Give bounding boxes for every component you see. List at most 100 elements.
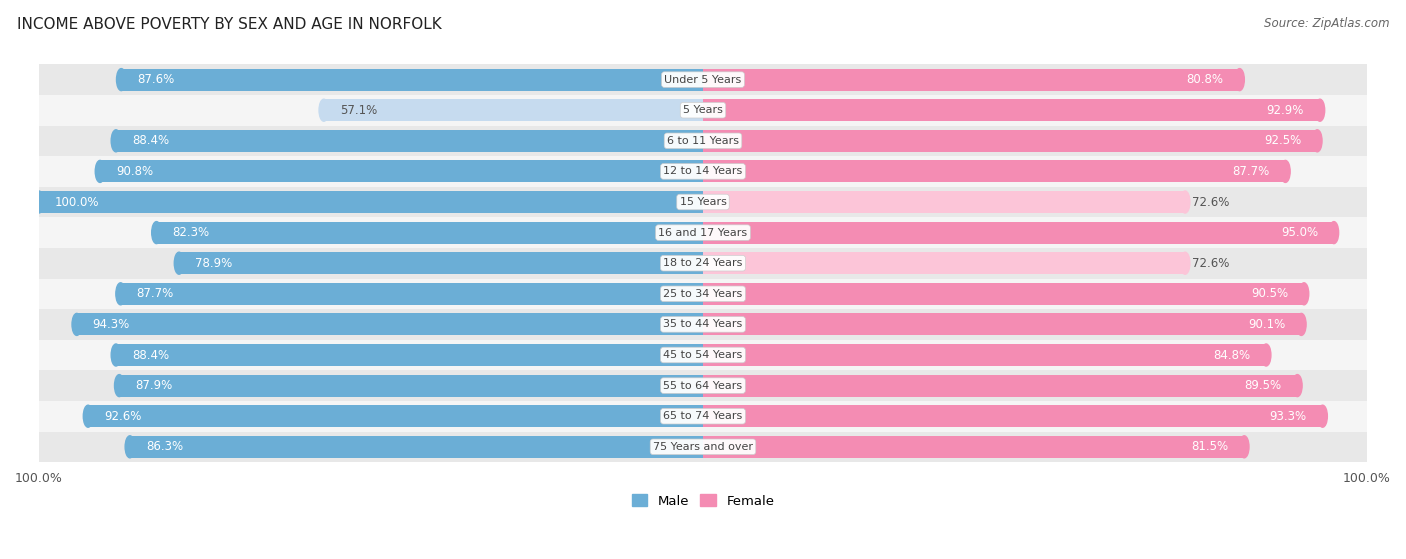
Text: 87.7%: 87.7% [1232, 165, 1270, 178]
Circle shape [111, 344, 121, 366]
Bar [179, 252, 703, 274]
Bar [39, 64, 1367, 95]
Text: 88.4%: 88.4% [132, 134, 169, 148]
Bar [703, 99, 1320, 121]
Text: 87.7%: 87.7% [136, 287, 174, 300]
Bar [39, 370, 1367, 401]
Text: 5 Years: 5 Years [683, 105, 723, 115]
Text: 90.8%: 90.8% [115, 165, 153, 178]
Bar [115, 344, 703, 366]
Circle shape [117, 69, 127, 91]
Bar [703, 375, 1298, 397]
Bar [703, 191, 1185, 213]
Text: 87.9%: 87.9% [135, 379, 173, 392]
Bar [39, 156, 1367, 187]
Bar [39, 187, 1367, 217]
Bar [39, 126, 1367, 156]
Circle shape [1234, 69, 1244, 91]
Bar [39, 401, 1367, 432]
Text: Source: ZipAtlas.com: Source: ZipAtlas.com [1264, 17, 1389, 30]
Bar [121, 283, 703, 305]
Bar [120, 375, 703, 397]
Bar [703, 405, 1323, 427]
Text: 35 to 44 Years: 35 to 44 Years [664, 319, 742, 329]
Text: Under 5 Years: Under 5 Years [665, 74, 741, 84]
Bar [39, 309, 1367, 340]
Text: 82.3%: 82.3% [173, 226, 209, 239]
Text: 93.3%: 93.3% [1270, 410, 1306, 423]
Bar [323, 99, 703, 121]
Bar [115, 130, 703, 152]
Circle shape [72, 314, 82, 335]
Text: 6 to 11 Years: 6 to 11 Years [666, 136, 740, 146]
Bar [39, 217, 1367, 248]
Bar [100, 160, 703, 182]
Circle shape [1240, 436, 1249, 458]
Bar [703, 314, 1302, 335]
Text: 12 to 14 Years: 12 to 14 Years [664, 167, 742, 177]
Text: 90.5%: 90.5% [1251, 287, 1288, 300]
Text: 25 to 34 Years: 25 to 34 Years [664, 289, 742, 299]
Text: 18 to 24 Years: 18 to 24 Years [664, 258, 742, 268]
Text: 92.6%: 92.6% [104, 410, 142, 423]
Circle shape [96, 160, 105, 182]
Circle shape [1296, 314, 1306, 335]
Bar [39, 95, 1367, 126]
Circle shape [114, 375, 124, 397]
Circle shape [111, 130, 121, 152]
Bar [39, 432, 1367, 462]
Circle shape [34, 191, 44, 213]
Text: 84.8%: 84.8% [1213, 348, 1250, 362]
Text: 86.3%: 86.3% [146, 440, 183, 453]
Text: 72.6%: 72.6% [1192, 257, 1229, 269]
Text: 100.0%: 100.0% [55, 196, 100, 209]
Text: 92.5%: 92.5% [1264, 134, 1302, 148]
Bar [156, 221, 703, 244]
Bar [703, 69, 1240, 91]
Circle shape [319, 99, 329, 121]
Text: 87.6%: 87.6% [138, 73, 174, 86]
Text: 92.9%: 92.9% [1267, 104, 1303, 117]
Bar [703, 160, 1285, 182]
Text: 89.5%: 89.5% [1244, 379, 1281, 392]
Circle shape [1312, 130, 1322, 152]
Text: 72.6%: 72.6% [1192, 196, 1229, 209]
Text: 16 and 17 Years: 16 and 17 Years [658, 228, 748, 238]
Text: 75 Years and over: 75 Years and over [652, 442, 754, 452]
Text: 15 Years: 15 Years [679, 197, 727, 207]
Circle shape [152, 221, 162, 244]
Circle shape [174, 252, 184, 274]
Bar [39, 191, 703, 213]
Circle shape [1180, 191, 1189, 213]
Bar [129, 436, 703, 458]
Text: 80.8%: 80.8% [1187, 73, 1223, 86]
Circle shape [1329, 221, 1339, 244]
Bar [89, 405, 703, 427]
Text: 94.3%: 94.3% [93, 318, 129, 331]
Text: 78.9%: 78.9% [195, 257, 232, 269]
Text: 90.1%: 90.1% [1249, 318, 1285, 331]
Bar [39, 340, 1367, 370]
Circle shape [1281, 160, 1291, 182]
Circle shape [1317, 405, 1327, 427]
Circle shape [125, 436, 135, 458]
Text: 65 to 74 Years: 65 to 74 Years [664, 411, 742, 421]
Bar [39, 248, 1367, 278]
Circle shape [1292, 375, 1302, 397]
Circle shape [115, 283, 125, 305]
Bar [703, 252, 1185, 274]
Circle shape [1299, 283, 1309, 305]
Circle shape [83, 405, 93, 427]
Text: 45 to 54 Years: 45 to 54 Years [664, 350, 742, 360]
Bar [39, 278, 1367, 309]
Bar [121, 69, 703, 91]
Bar [703, 221, 1334, 244]
Circle shape [1180, 252, 1189, 274]
Text: 95.0%: 95.0% [1281, 226, 1317, 239]
Legend: Male, Female: Male, Female [626, 489, 780, 513]
Bar [703, 283, 1303, 305]
Text: 88.4%: 88.4% [132, 348, 169, 362]
Text: 57.1%: 57.1% [340, 104, 377, 117]
Bar [703, 344, 1267, 366]
Text: 81.5%: 81.5% [1191, 440, 1229, 453]
